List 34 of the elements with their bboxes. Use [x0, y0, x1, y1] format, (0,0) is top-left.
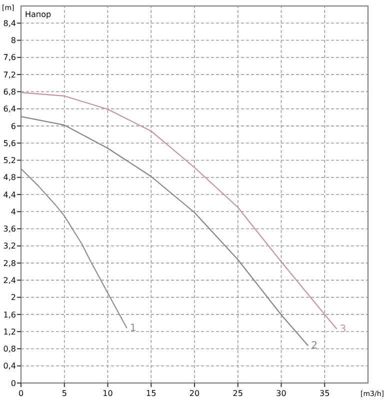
x-tick-label: 10 [102, 389, 113, 398]
x-tick-label: 30 [276, 389, 286, 398]
line-series [20, 92, 338, 330]
y-tick-label: 4,4 [3, 190, 16, 200]
y-tick-label: 5,2 [3, 156, 16, 166]
x-tick-label: 25 [232, 389, 243, 398]
y-tick-label: 3,6 [3, 224, 16, 234]
series-label: 2 [311, 340, 318, 352]
y-tick-label: 4,8 [3, 173, 16, 182]
x-tick-label: 20 [189, 389, 200, 398]
y-tick-label: 7,6 [3, 53, 16, 62]
y-tick-label: 2 [10, 293, 16, 302]
y-tick-label: 7,2 [3, 70, 16, 80]
y-tick-label: 8 [10, 36, 16, 46]
y-tick-label: 5,6 [3, 138, 16, 148]
y-tick-label: 0,8 [3, 344, 16, 354]
y-tick-label: 1,6 [3, 310, 16, 320]
y-tick-label: 2,4 [3, 276, 16, 285]
y-tick-label: 6 [10, 122, 16, 131]
y-tick-label: 1,2 [3, 327, 16, 336]
y-tick-label: 3,2 [3, 242, 16, 251]
series-label: 1 [130, 323, 136, 334]
x-tick-label: 0 [18, 389, 24, 398]
x-tick-label: 35 [320, 389, 330, 398]
text: Напор [25, 10, 52, 19]
y-tick-label: 6,8 [3, 87, 16, 96]
x-tick-label: 15 [146, 389, 156, 398]
y-tick-label: 0,4 [3, 362, 16, 371]
x-tick-label: 5 [62, 389, 67, 398]
y-tick-label: 8,4 [3, 18, 16, 28]
y-tick-label: 6,4 [3, 104, 16, 114]
y-tick-label: 2,8 [3, 258, 16, 268]
y-tick-label: 0 [10, 378, 16, 388]
y-tick-label: 4 [10, 207, 16, 216]
